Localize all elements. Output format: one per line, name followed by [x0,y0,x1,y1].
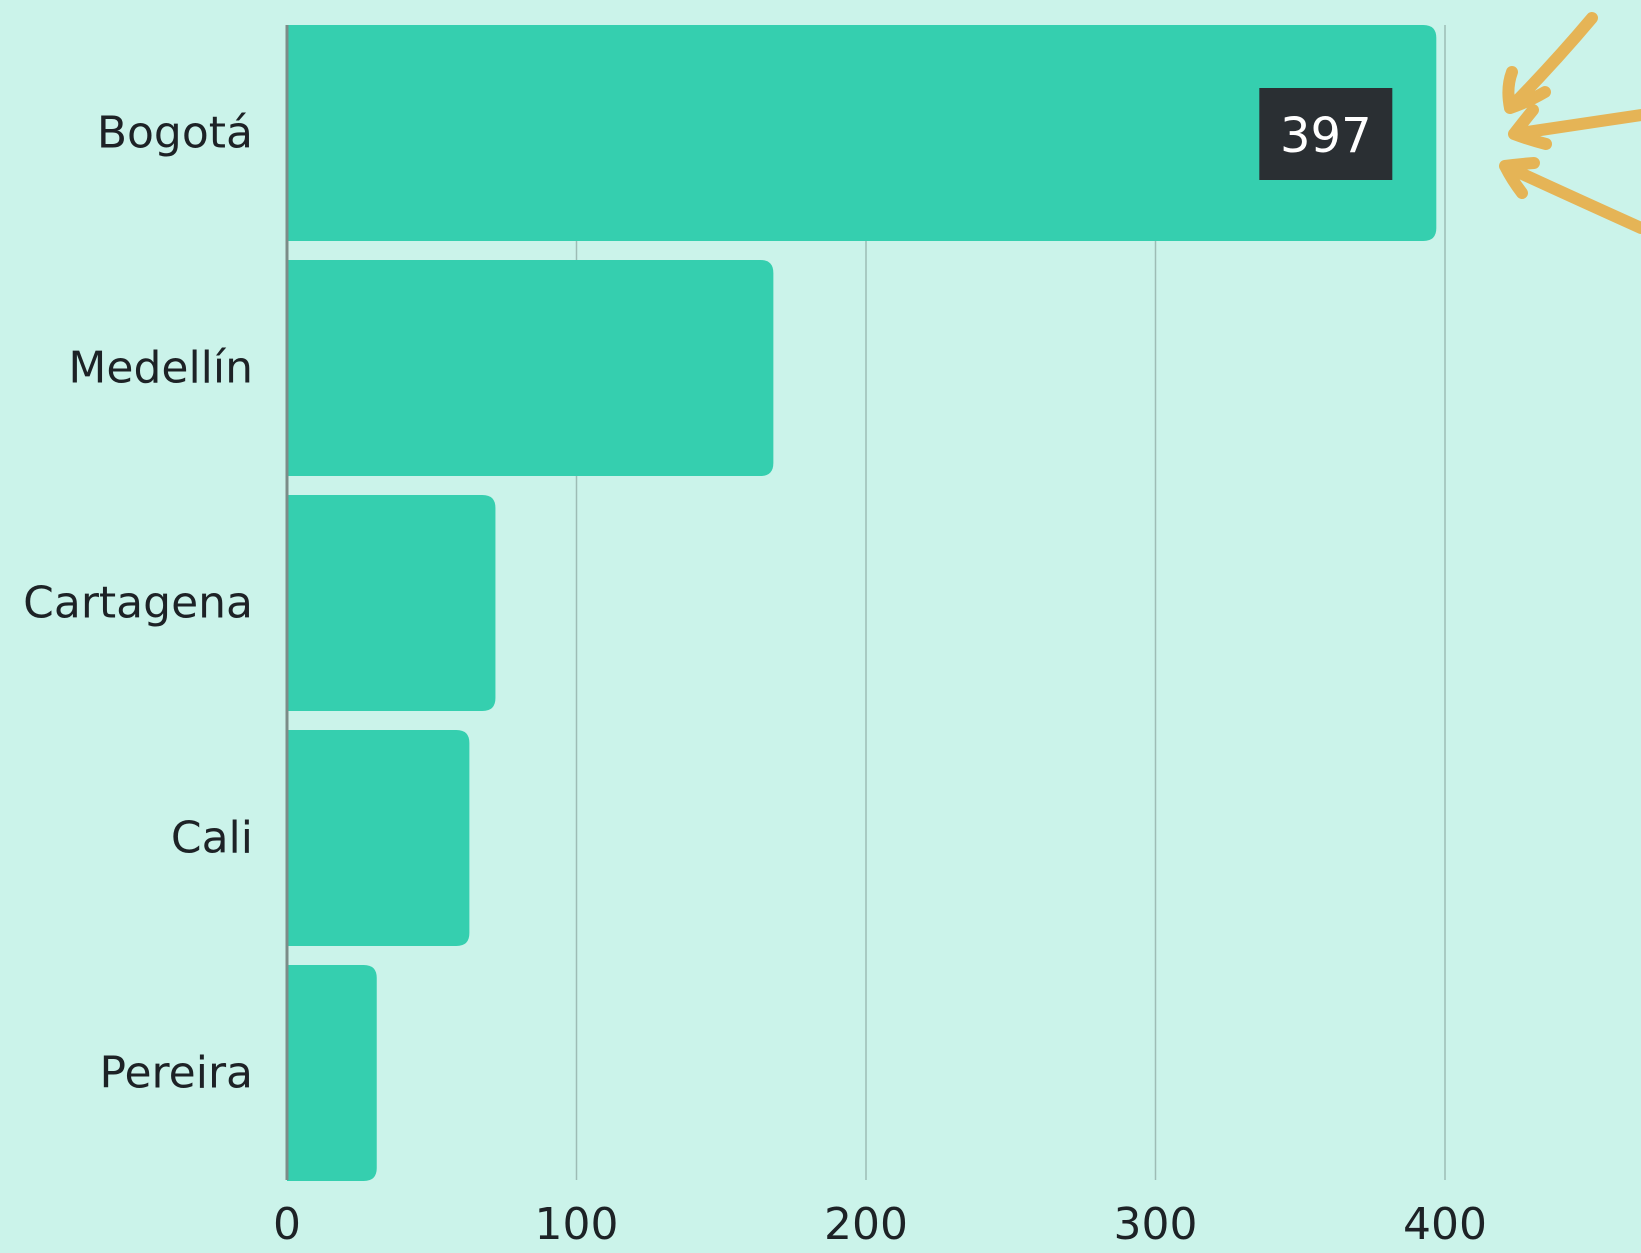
bar-pereira [287,965,377,1181]
category-label-cali: Cali [171,813,253,864]
x-tick-label-0: 0 [273,1199,301,1248]
x-tick-label-400: 400 [1403,1199,1487,1248]
category-label-cartagena: Cartagena [23,578,253,629]
category-label-pereira: Pereira [99,1048,253,1099]
bar-cartagena [287,495,495,711]
x-tick-label-100: 100 [535,1199,619,1248]
x-tick-label-300: 300 [1114,1199,1198,1248]
category-label-bogota: Bogotá [97,108,253,159]
value-label-text: 397 [1280,108,1372,164]
category-label-medellin: Medellín [68,343,253,394]
bar-medellin [287,260,773,476]
x-tick-label-200: 200 [824,1199,908,1248]
value-label: 397 [1259,88,1392,180]
bar-cali [287,730,469,946]
